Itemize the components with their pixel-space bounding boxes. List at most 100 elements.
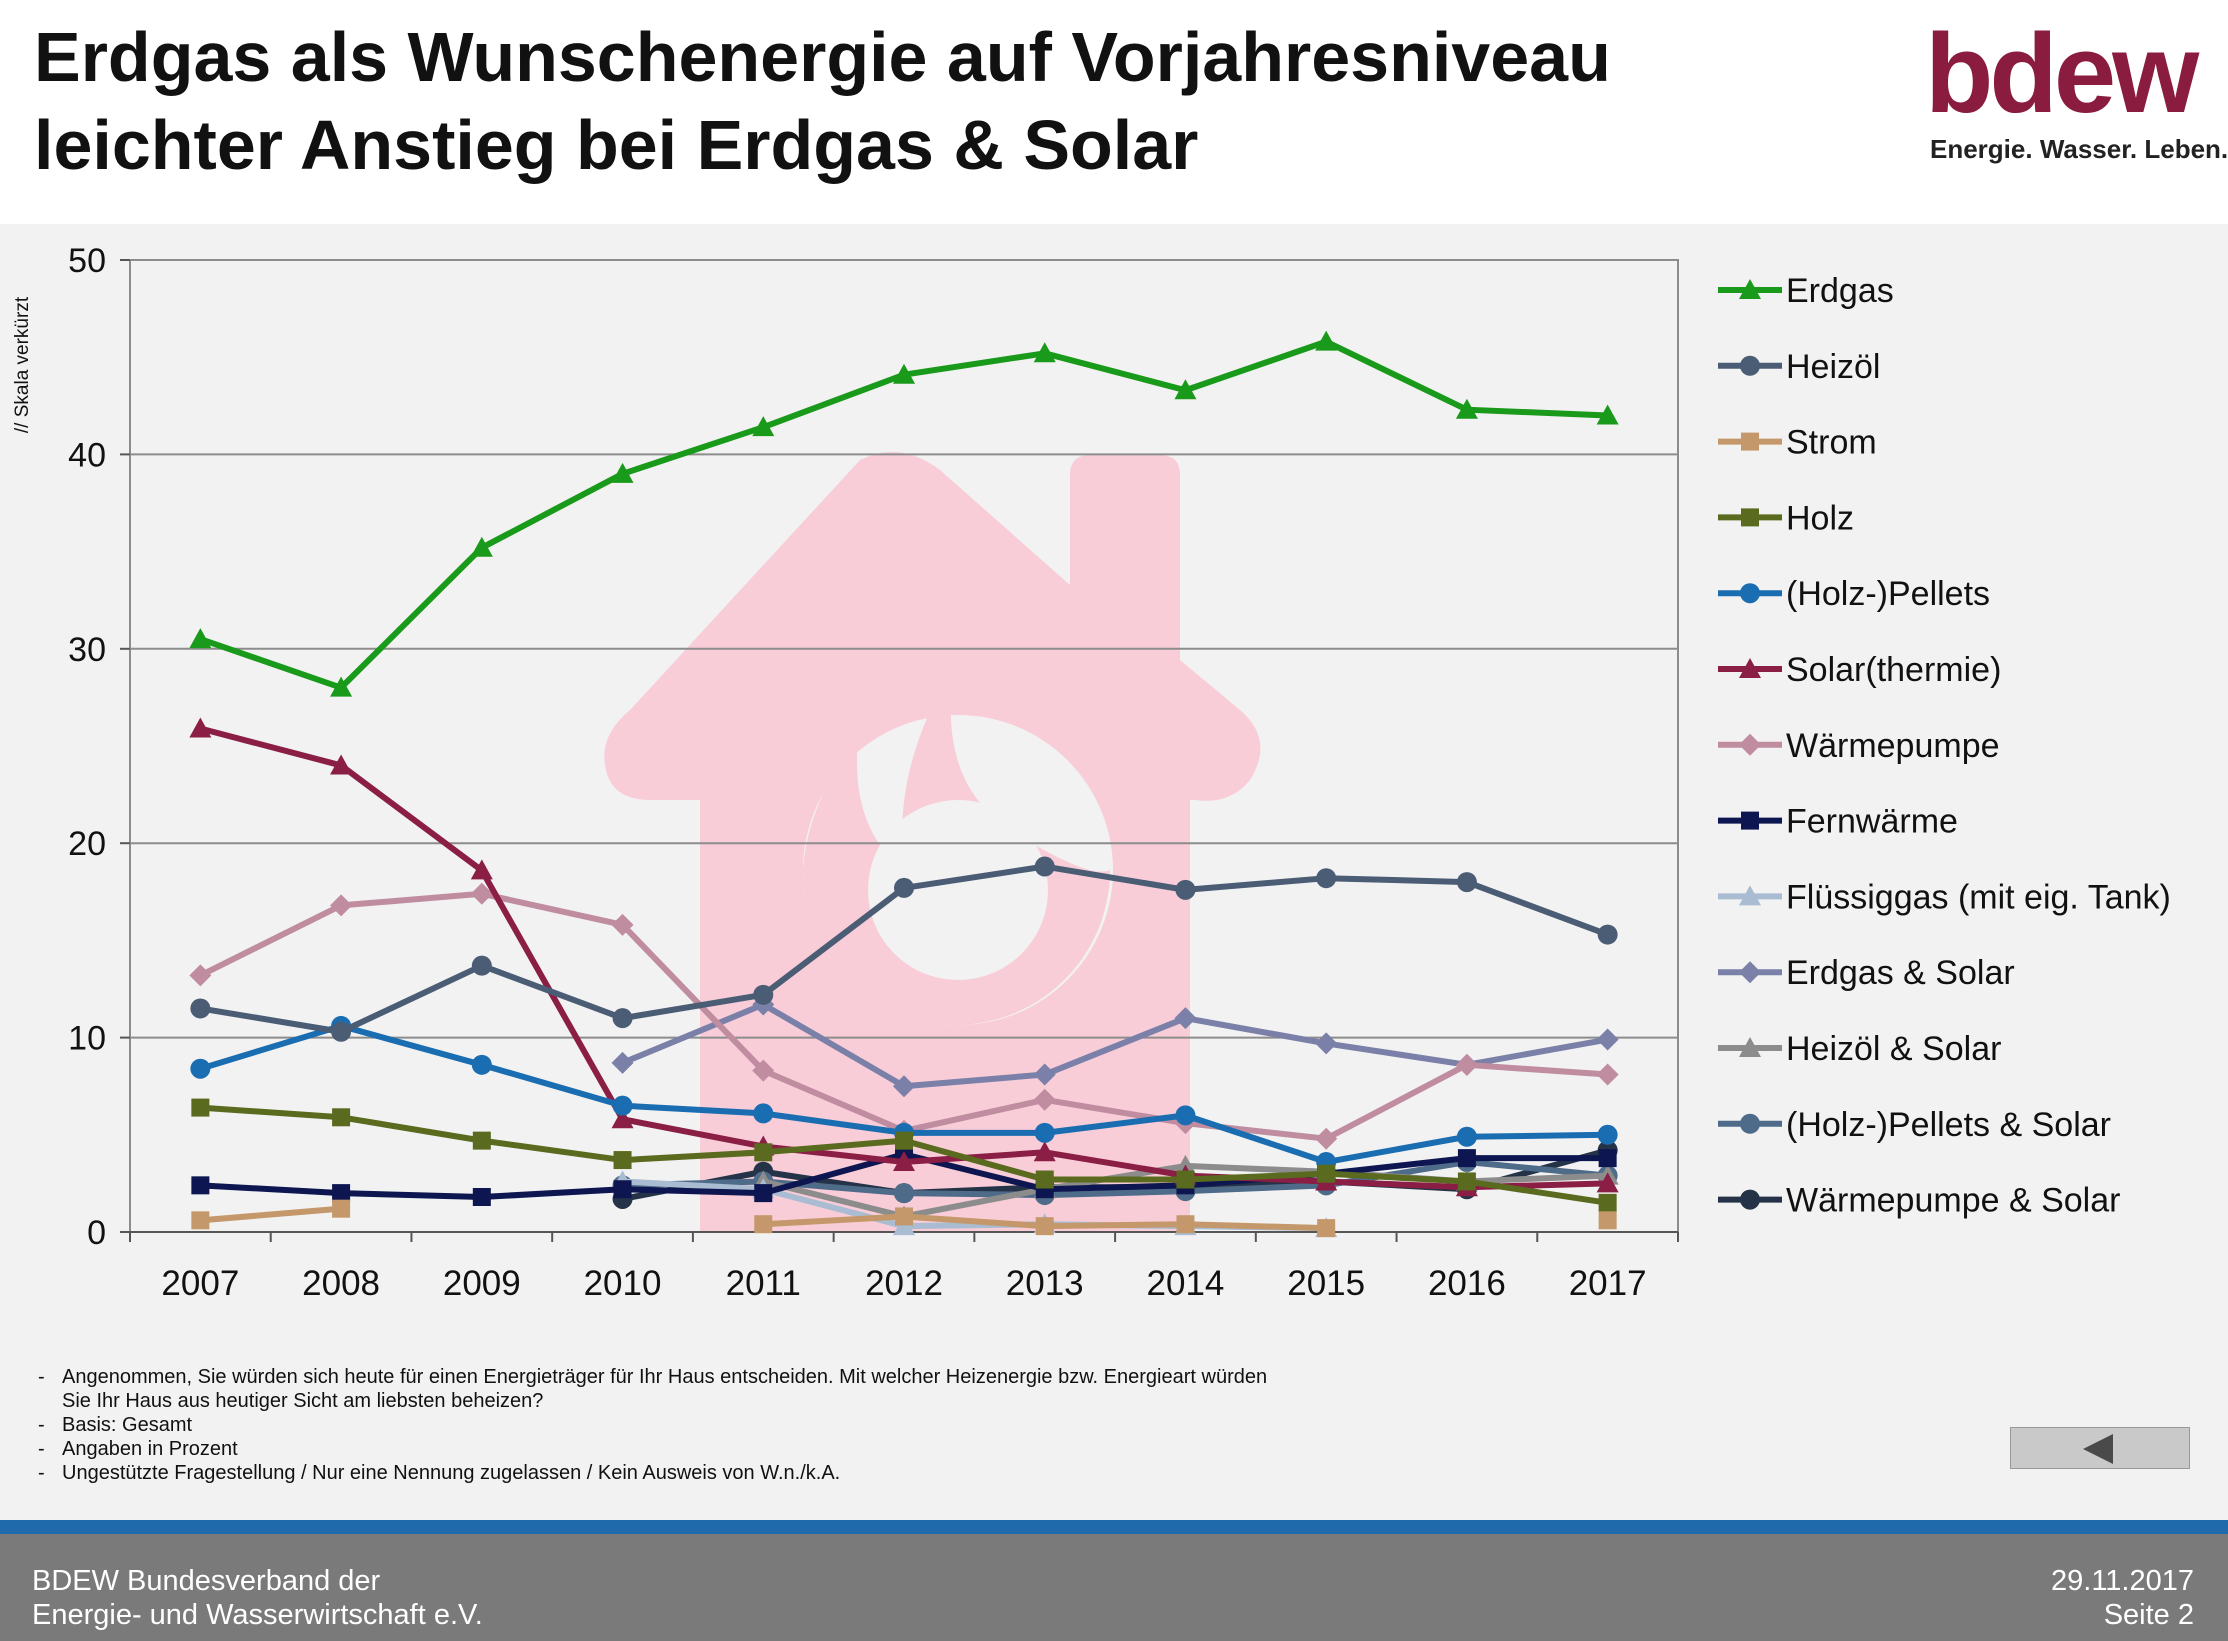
data-point — [1315, 330, 1338, 351]
data-point — [330, 676, 353, 697]
footer-org-line-2: Energie- und Wasserwirtschaft e.V. — [32, 1599, 483, 1631]
legend-marker — [1739, 733, 1761, 756]
data-point — [1315, 1032, 1338, 1055]
legend-item: Solar(thermie) — [1718, 651, 2001, 689]
data-point — [472, 1188, 491, 1207]
legend-label: Heizöl — [1786, 348, 1880, 386]
series-9 — [611, 993, 1619, 1098]
legend-label: Fernwärme — [1786, 803, 1958, 841]
data-point — [190, 1058, 211, 1079]
data-point — [470, 536, 493, 557]
x-tick-label: 2017 — [1569, 1264, 1647, 1303]
series-line — [621, 1001, 1609, 1090]
data-point — [1317, 1219, 1336, 1238]
data-point — [1317, 1164, 1336, 1183]
y-tick-label: 40 — [68, 436, 106, 474]
legend-item: Erdgas — [1718, 272, 1894, 310]
page-title-line-2: leichter Anstieg bei Erdgas & Solar — [34, 106, 1199, 184]
note-units: - Angaben in Prozent — [38, 1438, 238, 1460]
legend-item: Heizöl — [1718, 348, 1880, 386]
legend-label: Wärmepumpe & Solar — [1786, 1182, 2120, 1220]
legend-item: (Holz-)Pellets & Solar — [1718, 1106, 2111, 1144]
data-point — [1315, 1127, 1338, 1150]
data-point — [752, 1059, 775, 1082]
series-2 — [191, 1199, 1617, 1238]
data-point — [1033, 1141, 1056, 1162]
data-point — [191, 1098, 210, 1117]
legend-label: (Holz-)Pellets — [1786, 575, 1990, 613]
data-point — [754, 1184, 773, 1203]
data-point — [1175, 879, 1196, 900]
data-point — [613, 1180, 632, 1199]
legend-label: Erdgas & Solar — [1786, 954, 2015, 992]
note-method: - Ungestützte Fragestellung / Nur eine Ne… — [38, 1462, 841, 1484]
legend-marker — [1739, 279, 1761, 299]
legend-item: Erdgas & Solar — [1718, 954, 2015, 992]
data-point — [331, 1021, 352, 1042]
data-point — [754, 1143, 773, 1162]
data-point — [611, 913, 634, 936]
data-point — [753, 1103, 774, 1124]
y-axis-label: // Skala verkürzt — [12, 296, 33, 433]
legend-label: (Holz-)Pellets & Solar — [1786, 1106, 2111, 1144]
data-point — [1316, 868, 1337, 889]
x-tick-label: 2012 — [865, 1264, 943, 1303]
data-point — [1455, 398, 1478, 419]
data-point — [1597, 1124, 1618, 1145]
back-button[interactable] — [2010, 1427, 2190, 1469]
x-tick-label: 2013 — [1006, 1264, 1084, 1303]
legend-label: Wärmepumpe — [1786, 727, 2000, 765]
data-point — [893, 363, 915, 384]
axes: 0 10 20 30 40 50 2007 2008 2009 2010 2011 2012 2013 2… — [68, 242, 1679, 1303]
data-point — [189, 717, 212, 738]
data-point — [894, 877, 914, 898]
data-point — [1034, 1122, 1055, 1143]
page-title-line-1: Erdgas als Wunschenergie auf Vorjahresni… — [34, 18, 1611, 96]
legend: Erdgas Heizöl Strom Holz (Holz-)Pellets Solar… — [1718, 272, 2171, 1220]
triangle-left-icon — [2083, 1434, 2113, 1464]
data-point — [611, 1051, 634, 1074]
data-point — [471, 955, 492, 976]
survey-notes: - Angenommen, Sie würden sich heute für e… — [38, 1365, 1267, 1485]
legend-item: Strom — [1718, 424, 1877, 462]
x-tick-label: 2008 — [302, 1264, 380, 1303]
data-point — [189, 628, 212, 649]
legend-marker — [1741, 508, 1759, 527]
data-point — [1598, 1211, 1617, 1230]
legend-marker — [1739, 961, 1761, 984]
x-tick-label: 2014 — [1147, 1264, 1225, 1303]
x-tick-label: 2016 — [1428, 1264, 1506, 1303]
data-point — [611, 462, 634, 483]
logo-tagline: Energie. Wasser. Leben. — [1930, 134, 2228, 164]
footer-org-line-1: BDEW Bundesverband der — [32, 1565, 381, 1597]
data-point — [1033, 342, 1056, 363]
legend-marker — [1741, 432, 1759, 451]
x-tick-label: 2011 — [726, 1264, 801, 1303]
series-line — [200, 1205, 342, 1224]
data-point — [332, 1199, 351, 1218]
legend-marker — [1740, 583, 1760, 604]
data-point — [330, 754, 353, 775]
legend-label: Strom — [1786, 424, 1877, 462]
data-point — [611, 1108, 634, 1129]
legend-label: Solar(thermie) — [1786, 651, 2001, 689]
page-number: Seite 2 — [2103, 1599, 2194, 1631]
y-tick-label: 20 — [68, 825, 106, 863]
legend-marker — [1739, 885, 1761, 906]
data-point — [1035, 1170, 1054, 1189]
data-point — [330, 894, 353, 917]
series-line — [622, 1159, 1608, 1199]
legend-marker — [1739, 658, 1761, 678]
x-tick-label: 2010 — [584, 1264, 662, 1303]
y-tick-label: 30 — [68, 631, 106, 669]
legend-label: Heizöl & Solar — [1786, 1030, 2001, 1068]
data-point — [613, 1151, 632, 1170]
legend-marker — [1739, 1037, 1761, 1057]
line-chart: 0 10 20 30 40 50 2007 2008 2009 2010 2011 2012 2013 2… — [12, 242, 2171, 1303]
data-point — [893, 1151, 915, 1172]
data-point — [1598, 1149, 1617, 1168]
legend-item: Wärmepumpe & Solar — [1718, 1182, 2120, 1220]
data-point — [1033, 1063, 1056, 1086]
data-point — [332, 1108, 351, 1127]
data-point — [470, 882, 493, 905]
